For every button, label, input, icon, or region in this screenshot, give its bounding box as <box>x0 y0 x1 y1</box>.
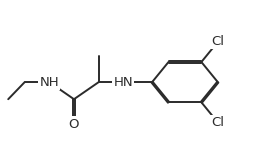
Text: NH: NH <box>39 76 59 89</box>
Text: Cl: Cl <box>211 35 224 48</box>
Text: Cl: Cl <box>211 116 224 129</box>
Text: O: O <box>69 117 79 131</box>
Text: HN: HN <box>113 76 133 89</box>
